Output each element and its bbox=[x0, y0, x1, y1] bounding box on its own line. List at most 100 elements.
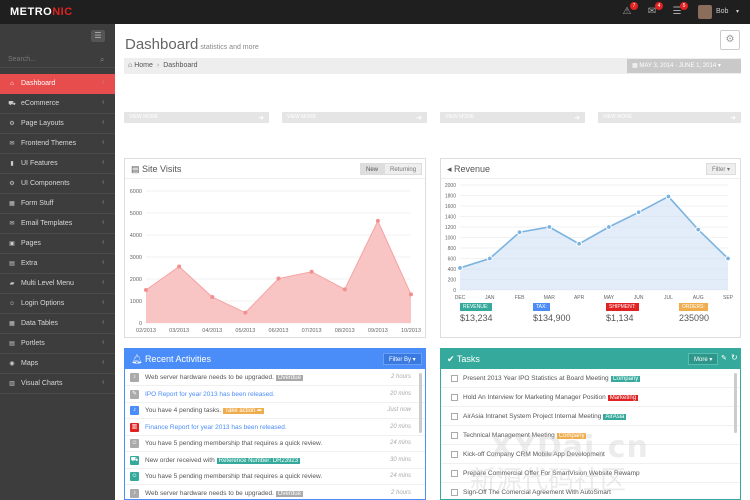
sidebar-item-ecommerce[interactable]: ⛟ eCommerce ‹ bbox=[0, 94, 115, 114]
search-icon[interactable]: ⌕ bbox=[100, 55, 105, 64]
sidebar-item-frontend-themes[interactable]: ✉ Frontend Themes ‹ bbox=[0, 134, 115, 154]
sidebar-item-login-options[interactable]: ☺ Login Options ‹ bbox=[0, 294, 115, 314]
sidebar-item-email-templates[interactable]: ✉ Email Templates ‹ bbox=[0, 214, 115, 234]
toggle-new[interactable]: New bbox=[360, 163, 385, 175]
chevron-left-icon: ‹ bbox=[102, 179, 105, 186]
refresh-icon[interactable]: ↻ bbox=[731, 353, 738, 362]
task-badge: AirAsia bbox=[603, 414, 627, 420]
sidebar-item-label: Pages bbox=[21, 240, 41, 247]
activity-item[interactable]: ⛟ New order received with Reference Number… bbox=[125, 452, 425, 469]
activity-item[interactable]: ✎ IPO Report for year 2013 has been relea… bbox=[125, 386, 425, 403]
sidebar-item-extra[interactable]: ▤ Extra ‹ bbox=[0, 254, 115, 274]
sidebar-item-label: Visual Charts bbox=[21, 380, 63, 387]
activity-badge[interactable]: Take action ➦ bbox=[223, 408, 265, 414]
sidebar-item-maps[interactable]: ◉ Maps ‹ bbox=[0, 354, 115, 374]
scrollbar[interactable] bbox=[734, 373, 737, 433]
file-text-icon: ▤ bbox=[9, 341, 15, 347]
x-tick-label: JUN bbox=[634, 295, 644, 301]
scrollbar[interactable] bbox=[419, 373, 422, 433]
menu-toggle-icon[interactable]: ☰ bbox=[91, 30, 105, 42]
view-more-link[interactable]: VIEW MORE bbox=[440, 112, 585, 123]
task-checkbox[interactable] bbox=[451, 394, 458, 401]
sidebar-item-label: UI Features bbox=[21, 160, 58, 167]
gear-icon[interactable]: ⚙ bbox=[720, 30, 740, 50]
y-tick-label: 6000 bbox=[130, 189, 142, 195]
sidebar-item-pages[interactable]: ▣ Pages ‹ bbox=[0, 234, 115, 254]
activity-badge[interactable]: Reference Number: DR23923 bbox=[216, 457, 301, 464]
task-text: AirAsia Intranet System Project Internal… bbox=[463, 413, 627, 420]
sidebar-search[interactable]: Search... ⌕ bbox=[0, 52, 115, 68]
view-more-link[interactable]: VIEW MORE bbox=[124, 112, 269, 123]
x-tick-label: AUG bbox=[693, 295, 704, 301]
chevron-down-icon[interactable]: ▾ bbox=[736, 9, 740, 15]
sidebar-item-multi-level-menu[interactable]: ▰ Multi Level Menu ‹ bbox=[0, 274, 115, 294]
activity-text[interactable]: Finance Report for year 2013 has been re… bbox=[145, 423, 287, 431]
watermark: XYDai.cn bbox=[490, 430, 649, 465]
sidebar-item-form-stuff[interactable]: ▦ Form Stuff ‹ bbox=[0, 194, 115, 214]
share-icon: ◂ bbox=[447, 164, 455, 174]
activity-item[interactable]: ♪ Web server hardware needs to be upgrade… bbox=[125, 485, 425, 500]
sidebar-item-visual-charts[interactable]: ▥ Visual Charts ‹ bbox=[0, 374, 115, 394]
activity-item[interactable]: ▥ Finance Report for year 2013 has been r… bbox=[125, 419, 425, 436]
activity-badge[interactable]: Overdue bbox=[275, 490, 303, 497]
gift-icon: ✉ bbox=[9, 141, 15, 147]
arrow-circle-icon[interactable]: ➜ bbox=[574, 115, 580, 122]
search-input[interactable]: Search... bbox=[8, 56, 37, 63]
arrow-circle-icon[interactable]: ➜ bbox=[730, 115, 736, 122]
wrench-icon[interactable]: ✎ bbox=[721, 355, 727, 362]
task-checkbox[interactable] bbox=[451, 489, 458, 496]
data-point bbox=[605, 224, 612, 230]
comments-icon bbox=[131, 76, 169, 102]
view-more-link[interactable]: VIEW MORE bbox=[282, 112, 427, 123]
x-tick-label: 09/2013 bbox=[368, 328, 388, 334]
briefcase-icon: ▣ bbox=[9, 241, 15, 247]
avatar[interactable] bbox=[698, 5, 712, 19]
task-checkbox[interactable] bbox=[451, 470, 458, 477]
activity-item[interactable]: ☺ You have 5 pending membership that requ… bbox=[125, 468, 425, 485]
activity-time: 24 mins bbox=[389, 440, 411, 446]
arrow-circle-icon[interactable]: ➜ bbox=[258, 115, 264, 122]
sidebar-item-ui-components[interactable]: ⚙ UI Components ‹ bbox=[0, 174, 115, 194]
warning-icon[interactable]: ⚠ 7 bbox=[620, 2, 638, 19]
task-item: Kick-off Company CRM Mobile App Developm… bbox=[441, 445, 740, 464]
activity-item[interactable]: ♪ You have 4 pending tasks. Take action ➦ J… bbox=[125, 402, 425, 419]
sidebar-item-page-layouts[interactable]: ⚙ Page Layouts ‹ bbox=[0, 114, 115, 134]
sidebar-item-portlets[interactable]: ▤ Portlets ‹ bbox=[0, 334, 115, 354]
activity-text[interactable]: IPO Report for year 2013 has been releas… bbox=[145, 390, 275, 398]
envelope-icon[interactable]: ✉ 4 bbox=[645, 2, 663, 19]
tasks-icon[interactable]: ☰ 5 bbox=[670, 2, 688, 19]
activity-item[interactable]: ♪ Web server hardware needs to be upgrade… bbox=[125, 369, 425, 386]
stat-card-orders: 549 New Orders VIEW MORE ➜ bbox=[440, 64, 585, 123]
activity-item[interactable]: ☺ You have 5 pending membership that requ… bbox=[125, 435, 425, 452]
task-checkbox[interactable] bbox=[451, 413, 458, 420]
sidebar-item-dashboard[interactable]: ⌂ Dashboard ‹ bbox=[0, 74, 115, 94]
view-more-link[interactable]: VIEW MORE bbox=[598, 112, 741, 123]
stat-desc: Total Profit bbox=[385, 94, 419, 101]
x-tick-label: SEP bbox=[723, 295, 734, 301]
task-checkbox[interactable] bbox=[451, 432, 458, 439]
sidebar-item-ui-features[interactable]: ▮ UI Features ‹ bbox=[0, 154, 115, 174]
stat-number: +89% bbox=[691, 74, 733, 91]
home-icon: ⌂ bbox=[128, 62, 135, 69]
panel-title: Tasks bbox=[456, 354, 480, 364]
more-button[interactable]: More ▾ bbox=[688, 353, 719, 365]
task-checkbox[interactable] bbox=[451, 451, 458, 458]
date-range-picker[interactable]: ▦ MAY 3, 2014 - JUNE 1, 2014 ▾ bbox=[627, 59, 741, 73]
logo[interactable]: METRONIC bbox=[10, 6, 73, 18]
data-point bbox=[177, 264, 182, 269]
filter-button[interactable]: Filter ▾ bbox=[706, 163, 737, 175]
sidebar-item-data-tables[interactable]: ▦ Data Tables ‹ bbox=[0, 314, 115, 334]
arrow-circle-icon[interactable]: ➜ bbox=[416, 115, 422, 122]
activity-badge[interactable]: Overdue bbox=[275, 375, 303, 381]
x-tick-label: 05/2013 bbox=[235, 328, 255, 334]
username[interactable]: Bob bbox=[716, 8, 729, 15]
task-checkbox[interactable] bbox=[451, 375, 458, 382]
site-visits-chart: 0 1000 2000 3000 4000 5000 6000 02/2013 03/2013 0… bbox=[130, 189, 421, 334]
data-point bbox=[665, 193, 672, 200]
filter-by-button[interactable]: Filter By ▾ bbox=[383, 353, 422, 365]
breadcrumb-home[interactable]: Home bbox=[134, 62, 153, 69]
task-item: AirAsia Intranet System Project Internal… bbox=[441, 407, 740, 426]
breadcrumb-dashboard[interactable]: Dashboard bbox=[163, 62, 198, 69]
data-point bbox=[210, 295, 215, 300]
toggle-returning[interactable]: Returning bbox=[384, 163, 423, 175]
